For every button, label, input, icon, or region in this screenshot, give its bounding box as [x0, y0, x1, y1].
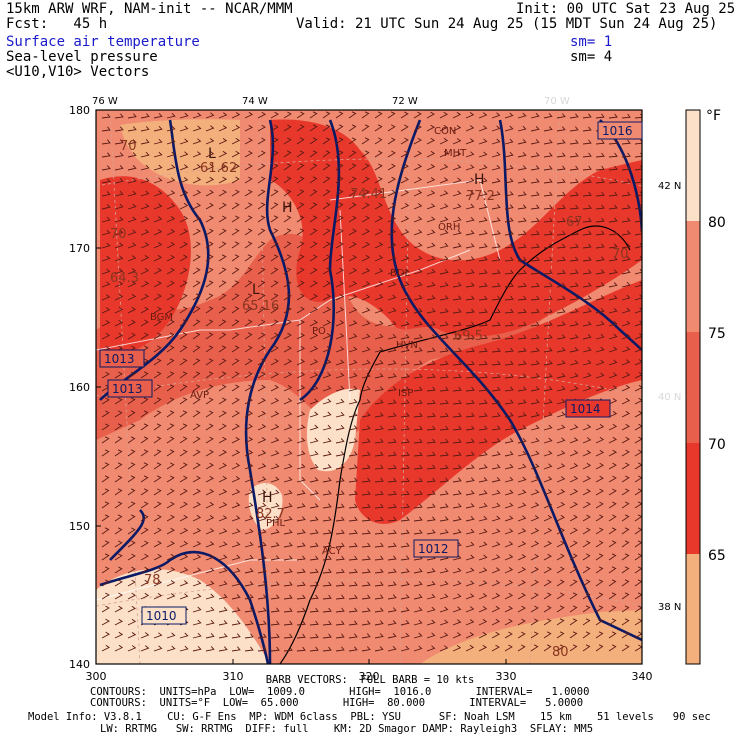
station-label: ORH [438, 222, 460, 233]
pressure-center-group: L L H H H [208, 146, 485, 506]
temp-label: 67 [566, 215, 583, 230]
station-label: AVP [190, 390, 209, 401]
temp-band-65-70-west [100, 176, 191, 354]
isobar-label: 1010 [146, 609, 177, 623]
isobar-label: 1016 [602, 124, 633, 138]
station-label: BGM [150, 312, 173, 323]
temp-warm-spot-coast [306, 388, 360, 472]
x-tick-label: 340 [632, 670, 653, 683]
high-pressure-marker: H [282, 200, 293, 216]
temp-label: 64.3 [110, 271, 139, 286]
station-label-group: CON MHT ORH BDL PO HVN ISP BGM AVP PHL A… [150, 126, 467, 557]
barb-legend: BARB VECTORS: FULL BARB = 10 kts [265, 674, 475, 686]
field-pressure-smoothing: sm= 4 [570, 49, 613, 65]
lat-label: 42 N [658, 181, 681, 192]
x-tick-label: 300 [86, 670, 107, 683]
lon-label: 76 W [92, 96, 118, 107]
temp-label: 78 [144, 573, 161, 588]
lat-label: 38 N [658, 602, 681, 613]
colorbar: °F 80 75 70 65 [685, 108, 726, 665]
temp-warm-spot-northwest [120, 119, 240, 186]
colorbar-swatch [686, 443, 700, 554]
low-pressure-marker: L [208, 146, 216, 162]
contour-info-temperature: CONTOURS: UNITS=°F LOW= 65.000 HIGH= 80.… [90, 697, 584, 709]
model-title: 15km ARW WRF, NAM-init -- NCAR/MMM [6, 1, 293, 17]
isobar-label: 1013 [112, 382, 143, 396]
station-label: ISP [398, 388, 413, 399]
isobar-lines [99, 119, 642, 664]
contour-info-pressure: CONTOURS: UNITS=hPa LOW= 1009.0 HIGH= 10… [90, 686, 590, 698]
colorbar-tick-label: 80 [708, 215, 726, 231]
init-time: Init: 00 UTC Sat 23 Aug 25 [516, 1, 736, 17]
field-temperature-smoothing: sm= 1 [570, 34, 613, 50]
model-info-line2: LW: RRTMG SW: RRTMG DIFF: full KM: 2D Sm… [100, 723, 594, 735]
x-tick-label: 330 [496, 670, 517, 683]
wind-barb-field [101, 111, 642, 652]
isobar-label: 1014 [570, 402, 601, 416]
field-wind-label: <U10,V10> Vectors [6, 64, 150, 80]
station-label: CON [434, 126, 456, 137]
model-info-line1: Model Info: V3.8.1 CU: G-F Ens MP: WDM 6… [28, 711, 711, 723]
temp-label: 70 [110, 227, 127, 242]
y-tick-label: 180 [69, 104, 90, 117]
y-tick-label: 160 [69, 381, 90, 394]
station-label: PO [312, 326, 326, 337]
high-pressure-marker: H [262, 490, 273, 506]
lat-label: 40 N [658, 392, 681, 403]
temp-label: 82.7 [256, 507, 285, 522]
temp-label: 65.16 [242, 299, 279, 314]
station-label: PHL [266, 518, 286, 529]
station-label: ACY [322, 546, 342, 557]
colorbar-tick-label: 65 [708, 548, 726, 564]
colorbar-units: °F [706, 108, 721, 124]
field-temperature-label: Surface air temperature [6, 34, 200, 50]
x-tick-label: 320 [359, 670, 380, 683]
temp-label: 70 [612, 247, 629, 262]
valid-time: Valid: 21 UTC Sun 24 Aug 25 (15 MDT Sun … [296, 16, 718, 32]
forecast-hour: Fcst: 45 h [6, 16, 108, 32]
y-tick-label: 170 [69, 242, 90, 255]
temp-label: 61.62 [200, 161, 237, 176]
lon-label: 70 W [544, 96, 570, 107]
isobar-label-group: 1016 1013 1013 1014 1012 1010 [99, 121, 643, 625]
temp-label: 69.5 [454, 329, 483, 344]
temperature-label-group: 70 61.62 70 64.3 65.16 74.41 77.2 67 70 … [110, 139, 629, 660]
colorbar-tick-label: 75 [708, 326, 726, 342]
y-tick-label: 140 [69, 658, 90, 671]
station-label: HVN [396, 340, 418, 351]
lon-label: 74 W [242, 96, 268, 107]
wind-barbs [101, 111, 642, 652]
colorbar-swatch [686, 332, 700, 443]
temp-label: 74.41 [350, 187, 387, 202]
isobar-label: 1013 [104, 352, 135, 366]
low-pressure-marker: L [252, 282, 260, 298]
lon-label: 72 W [392, 96, 418, 107]
temp-label: 80 [552, 645, 569, 660]
colorbar-tick-label: 70 [708, 437, 726, 453]
temp-band-65-70-northeast [270, 119, 642, 337]
temp-label: 77.2 [466, 189, 495, 204]
x-tick-label: 310 [223, 670, 244, 683]
field-pressure-label: Sea-level pressure [6, 49, 158, 65]
temp-band-70-75-north [96, 200, 642, 440]
temp-band-below-65-southeast [420, 610, 642, 664]
colorbar-swatch [686, 221, 700, 332]
station-label: MHT [444, 148, 467, 159]
temp-label: 70 [120, 139, 137, 154]
high-pressure-marker: H [474, 172, 485, 188]
y-tick-label: 150 [69, 520, 90, 533]
colorbar-swatch [686, 110, 700, 221]
isobar-label: 1012 [418, 542, 449, 556]
station-label: BDL [390, 268, 411, 279]
colorbar-swatch [686, 554, 700, 664]
